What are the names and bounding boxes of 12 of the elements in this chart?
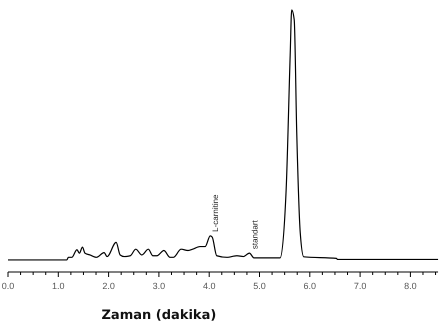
x-axis-title: Zaman (dakika) [102, 308, 216, 323]
x-tick-label: 8.0 [404, 281, 417, 291]
x-tick-label: 3.0 [152, 281, 166, 291]
x-tick-label: 0.0 [2, 281, 14, 291]
x-tick-label: 4.0 [202, 281, 216, 291]
annotation: standart [250, 219, 260, 250]
x-tick-label: 2.0 [102, 281, 115, 291]
x-tick-label: 1.0 [52, 281, 65, 291]
x-tick-label: 7.0 [354, 281, 366, 291]
annotation: L-carnitine [211, 194, 220, 232]
x-tick-label: 6.0 [304, 281, 316, 291]
x-tick-label: 5.0 [253, 281, 266, 291]
